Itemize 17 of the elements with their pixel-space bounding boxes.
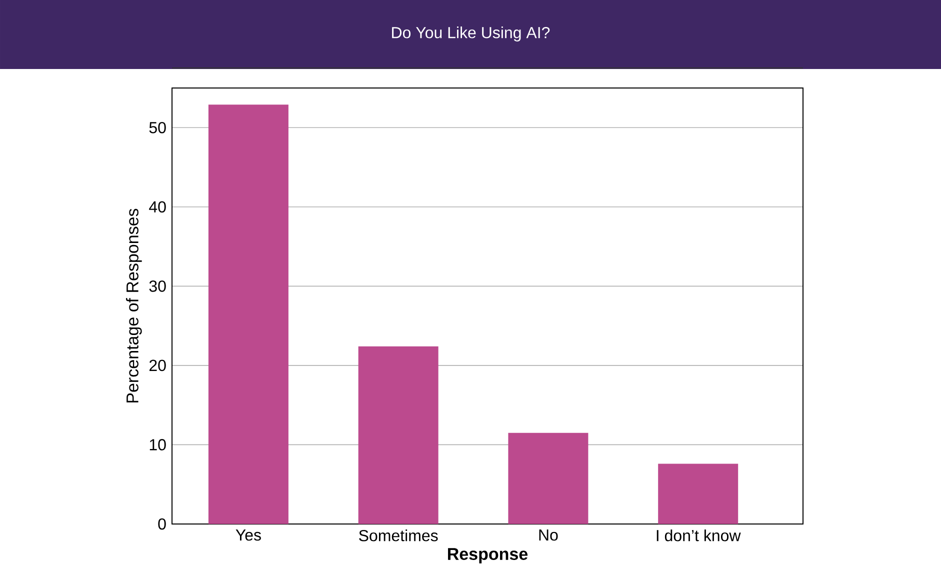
y-tick-label: 0 bbox=[158, 518, 166, 530]
x-axis-title: Response bbox=[448, 548, 528, 564]
x-tick-label: Yes bbox=[236, 530, 261, 541]
bar bbox=[658, 464, 738, 524]
bar bbox=[208, 104, 288, 524]
y-axis-title: Percentage of Responses bbox=[126, 208, 142, 402]
y-tick-label: 20 bbox=[149, 360, 166, 372]
x-tick-label: I don’t know bbox=[656, 530, 741, 542]
y-tick-label: 30 bbox=[149, 280, 166, 292]
chart-title: Do You Like Using AI? bbox=[392, 26, 550, 42]
y-tick-label: 50 bbox=[149, 122, 166, 134]
x-tick-label: Sometimes bbox=[359, 530, 438, 542]
y-tick-label: 10 bbox=[150, 439, 166, 450]
bar bbox=[508, 432, 588, 524]
x-tick-label: No bbox=[539, 530, 558, 541]
bar bbox=[358, 346, 438, 524]
y-tick-label: 40 bbox=[149, 201, 166, 213]
